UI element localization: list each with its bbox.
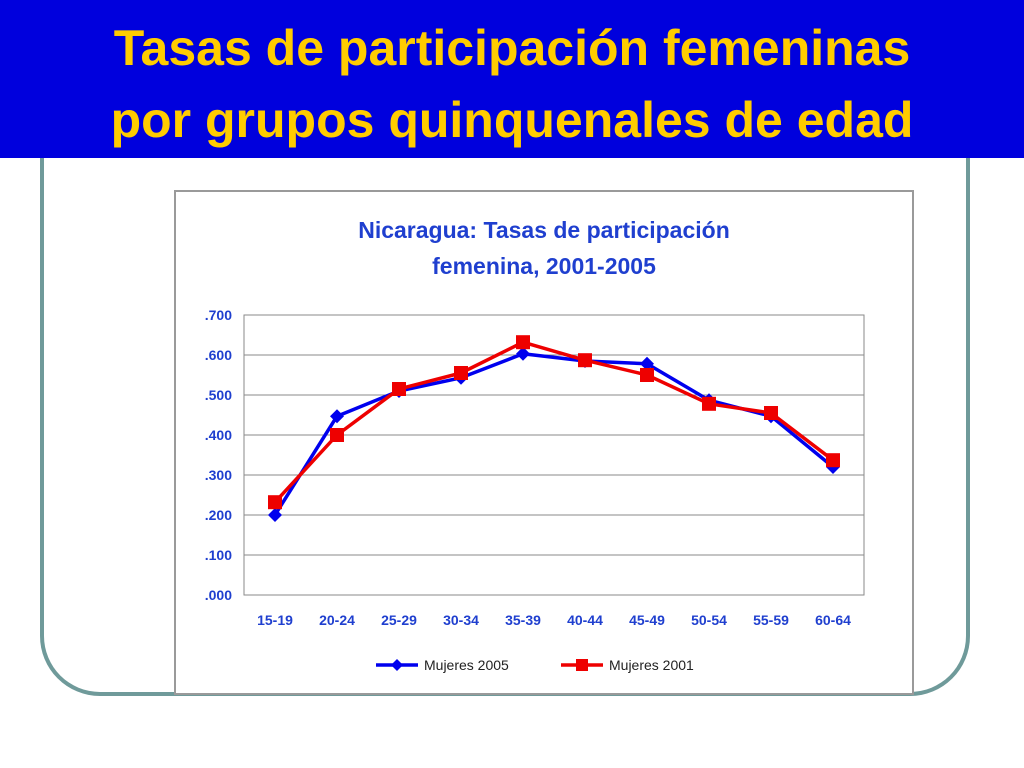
y-tick-label: .600: [205, 347, 232, 363]
series-1-point: [640, 356, 654, 371]
series-2-point: [764, 406, 778, 420]
series-1-point: [516, 346, 530, 361]
x-tick-label: 25-29: [381, 612, 417, 628]
x-tick-label: 50-54: [691, 612, 727, 628]
series-2-point: [826, 453, 840, 468]
legend-label-2: Mujeres 2001: [609, 657, 694, 673]
plot-area: [243, 314, 865, 596]
y-tick-label: .000: [205, 587, 232, 603]
series-2-point: [702, 396, 716, 411]
y-tick-label: .400: [205, 427, 232, 443]
x-tick-label: 45-49: [629, 612, 665, 628]
x-tick-label: 40-44: [567, 612, 603, 628]
series-1-point: [268, 508, 282, 522]
chart-title-line-1: Nicaragua: Tasas de participación: [358, 217, 730, 243]
chart-container: Nicaragua: Tasas de participación femeni…: [174, 190, 914, 695]
y-tick-label: .500: [205, 387, 232, 403]
x-tick-label: 30-34: [443, 612, 479, 628]
y-tick-label: .200: [205, 507, 232, 523]
legend-label-1: Mujeres 2005: [424, 657, 509, 673]
series-2-point: [516, 335, 530, 350]
series-2-point: [330, 428, 344, 442]
series-1-point: [330, 409, 344, 424]
series-line-1: [273, 352, 835, 516]
series-2-point: [454, 366, 468, 380]
chart-title-line-2: femenina, 2001-2005: [432, 253, 656, 279]
y-tick-label: .300: [205, 467, 232, 483]
series-2-point: [640, 368, 654, 382]
x-tick-label: 35-39: [505, 612, 541, 628]
slide-title-line-2: por grupos quinquenales de edad: [110, 92, 914, 148]
series-2-point: [392, 382, 406, 396]
x-tick-label: 20-24: [319, 612, 355, 628]
y-tick-label: .700: [205, 307, 232, 323]
slide-title-line-1: Tasas de participación femeninas: [113, 20, 911, 76]
series-line-2: [273, 340, 835, 504]
x-tick-label: 60-64: [815, 612, 851, 628]
legend-marker-1: [391, 659, 403, 671]
slide-header: Tasas de participación femeninas por gru…: [0, 0, 1024, 158]
series-2-point: [268, 495, 282, 510]
line-chart: Nicaragua: Tasas de participación femeni…: [205, 217, 865, 673]
x-tick-label: 55-59: [753, 612, 789, 628]
series-2-point: [578, 353, 592, 368]
y-tick-label: .100: [205, 547, 232, 563]
legend-marker-2: [576, 659, 588, 671]
x-tick-label: 15-19: [257, 612, 293, 628]
